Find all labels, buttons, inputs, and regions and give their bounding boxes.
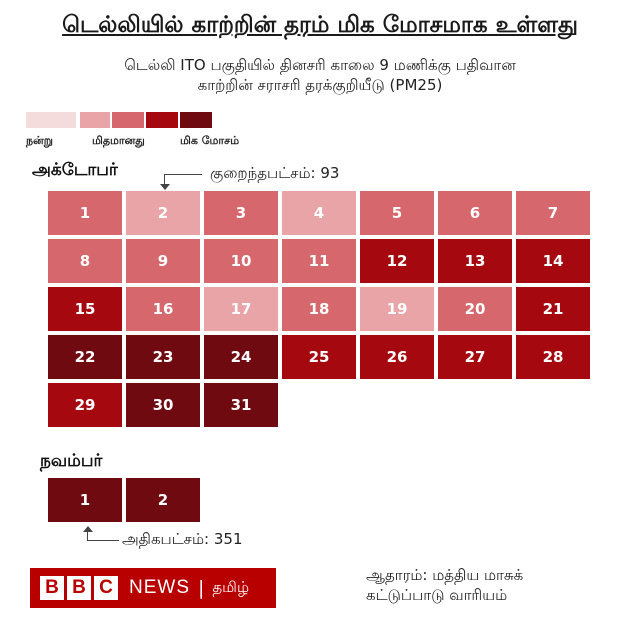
- max-annotation: அதிகபட்சம்: 351: [122, 530, 243, 548]
- source-line1: ஆதாரம்: மத்திய மாசுக்: [366, 566, 524, 584]
- day-cell: 10: [204, 239, 278, 283]
- min-arrow-icon: [160, 184, 170, 190]
- day-cell: 22: [48, 335, 122, 379]
- day-cell: 18: [282, 287, 356, 331]
- day-cell: 2: [126, 478, 200, 522]
- day-cell: 16: [126, 287, 200, 331]
- legend-label-very-poor: மிக மோசம்: [180, 134, 240, 147]
- legend-swatch-2: [80, 112, 110, 128]
- chart-subtitle-line2: காற்றின் சராசரி தரக்குறியீடு (PM25): [197, 76, 443, 94]
- day-cell: 5: [360, 191, 434, 235]
- bbc-news-text: NEWS: [129, 577, 190, 598]
- day-cell: 12: [360, 239, 434, 283]
- legend-label-good: நன்று: [26, 134, 53, 147]
- legend-swatch-5: [180, 112, 212, 128]
- legend-swatch-1: [26, 112, 76, 128]
- min-annotation-line-h: [164, 174, 202, 175]
- bbc-divider: |: [198, 577, 205, 599]
- day-cell: 7: [516, 191, 590, 235]
- day-cell: 14: [516, 239, 590, 283]
- month-label-october: அக்டோபர்: [32, 160, 118, 180]
- day-cell: 6: [438, 191, 512, 235]
- min-annotation-line-v: [164, 174, 165, 186]
- month-label-november: நவம்பர்: [40, 451, 103, 471]
- max-annotation-line-v: [87, 531, 88, 540]
- chart-title: டெல்லியில் காற்றின் தரம் மிக மோசமாக உள்ள…: [62, 12, 578, 38]
- day-cell: 11: [282, 239, 356, 283]
- day-cell: 25: [282, 335, 356, 379]
- bbc-letter-b2: B: [67, 576, 91, 600]
- day-cell: 23: [126, 335, 200, 379]
- legend-swatch-4: [146, 112, 178, 128]
- day-cell: 31: [204, 383, 278, 427]
- bbc-news-tamil-logo: B B C NEWS | தமிழ்: [30, 568, 276, 608]
- day-cell: 17: [204, 287, 278, 331]
- day-cell: 8: [48, 239, 122, 283]
- legend-swatch-3: [112, 112, 144, 128]
- bbc-letter-b1: B: [40, 576, 64, 600]
- day-cell: 1: [48, 478, 122, 522]
- day-cell: 20: [438, 287, 512, 331]
- min-annotation: குறைந்தபட்சம்: 93: [210, 164, 340, 182]
- day-cell: 19: [360, 287, 434, 331]
- day-cell: 1: [48, 191, 122, 235]
- day-cell: 26: [360, 335, 434, 379]
- source-line2: கட்டுப்பாடு வாரியம்: [366, 586, 508, 604]
- bbc-letter-c: C: [94, 576, 118, 600]
- chart-subtitle-line1: டெல்லி ITO பகுதியில் தினசரி காலை 9 மணிக்…: [124, 56, 516, 74]
- day-cell: 15: [48, 287, 122, 331]
- day-cell: 29: [48, 383, 122, 427]
- day-cell: 4: [282, 191, 356, 235]
- day-cell: 13: [438, 239, 512, 283]
- day-cell: 21: [516, 287, 590, 331]
- day-cell: 27: [438, 335, 512, 379]
- day-cell: 3: [204, 191, 278, 235]
- max-arrow-icon: [83, 526, 93, 532]
- day-cell: 2: [126, 191, 200, 235]
- day-cell: 28: [516, 335, 590, 379]
- legend-label-moderate: மிதமானது: [92, 134, 145, 147]
- max-annotation-line-h: [87, 540, 119, 541]
- day-cell: 9: [126, 239, 200, 283]
- bbc-language: தமிழ்: [212, 578, 250, 596]
- day-cell: 24: [204, 335, 278, 379]
- day-cell: 30: [126, 383, 200, 427]
